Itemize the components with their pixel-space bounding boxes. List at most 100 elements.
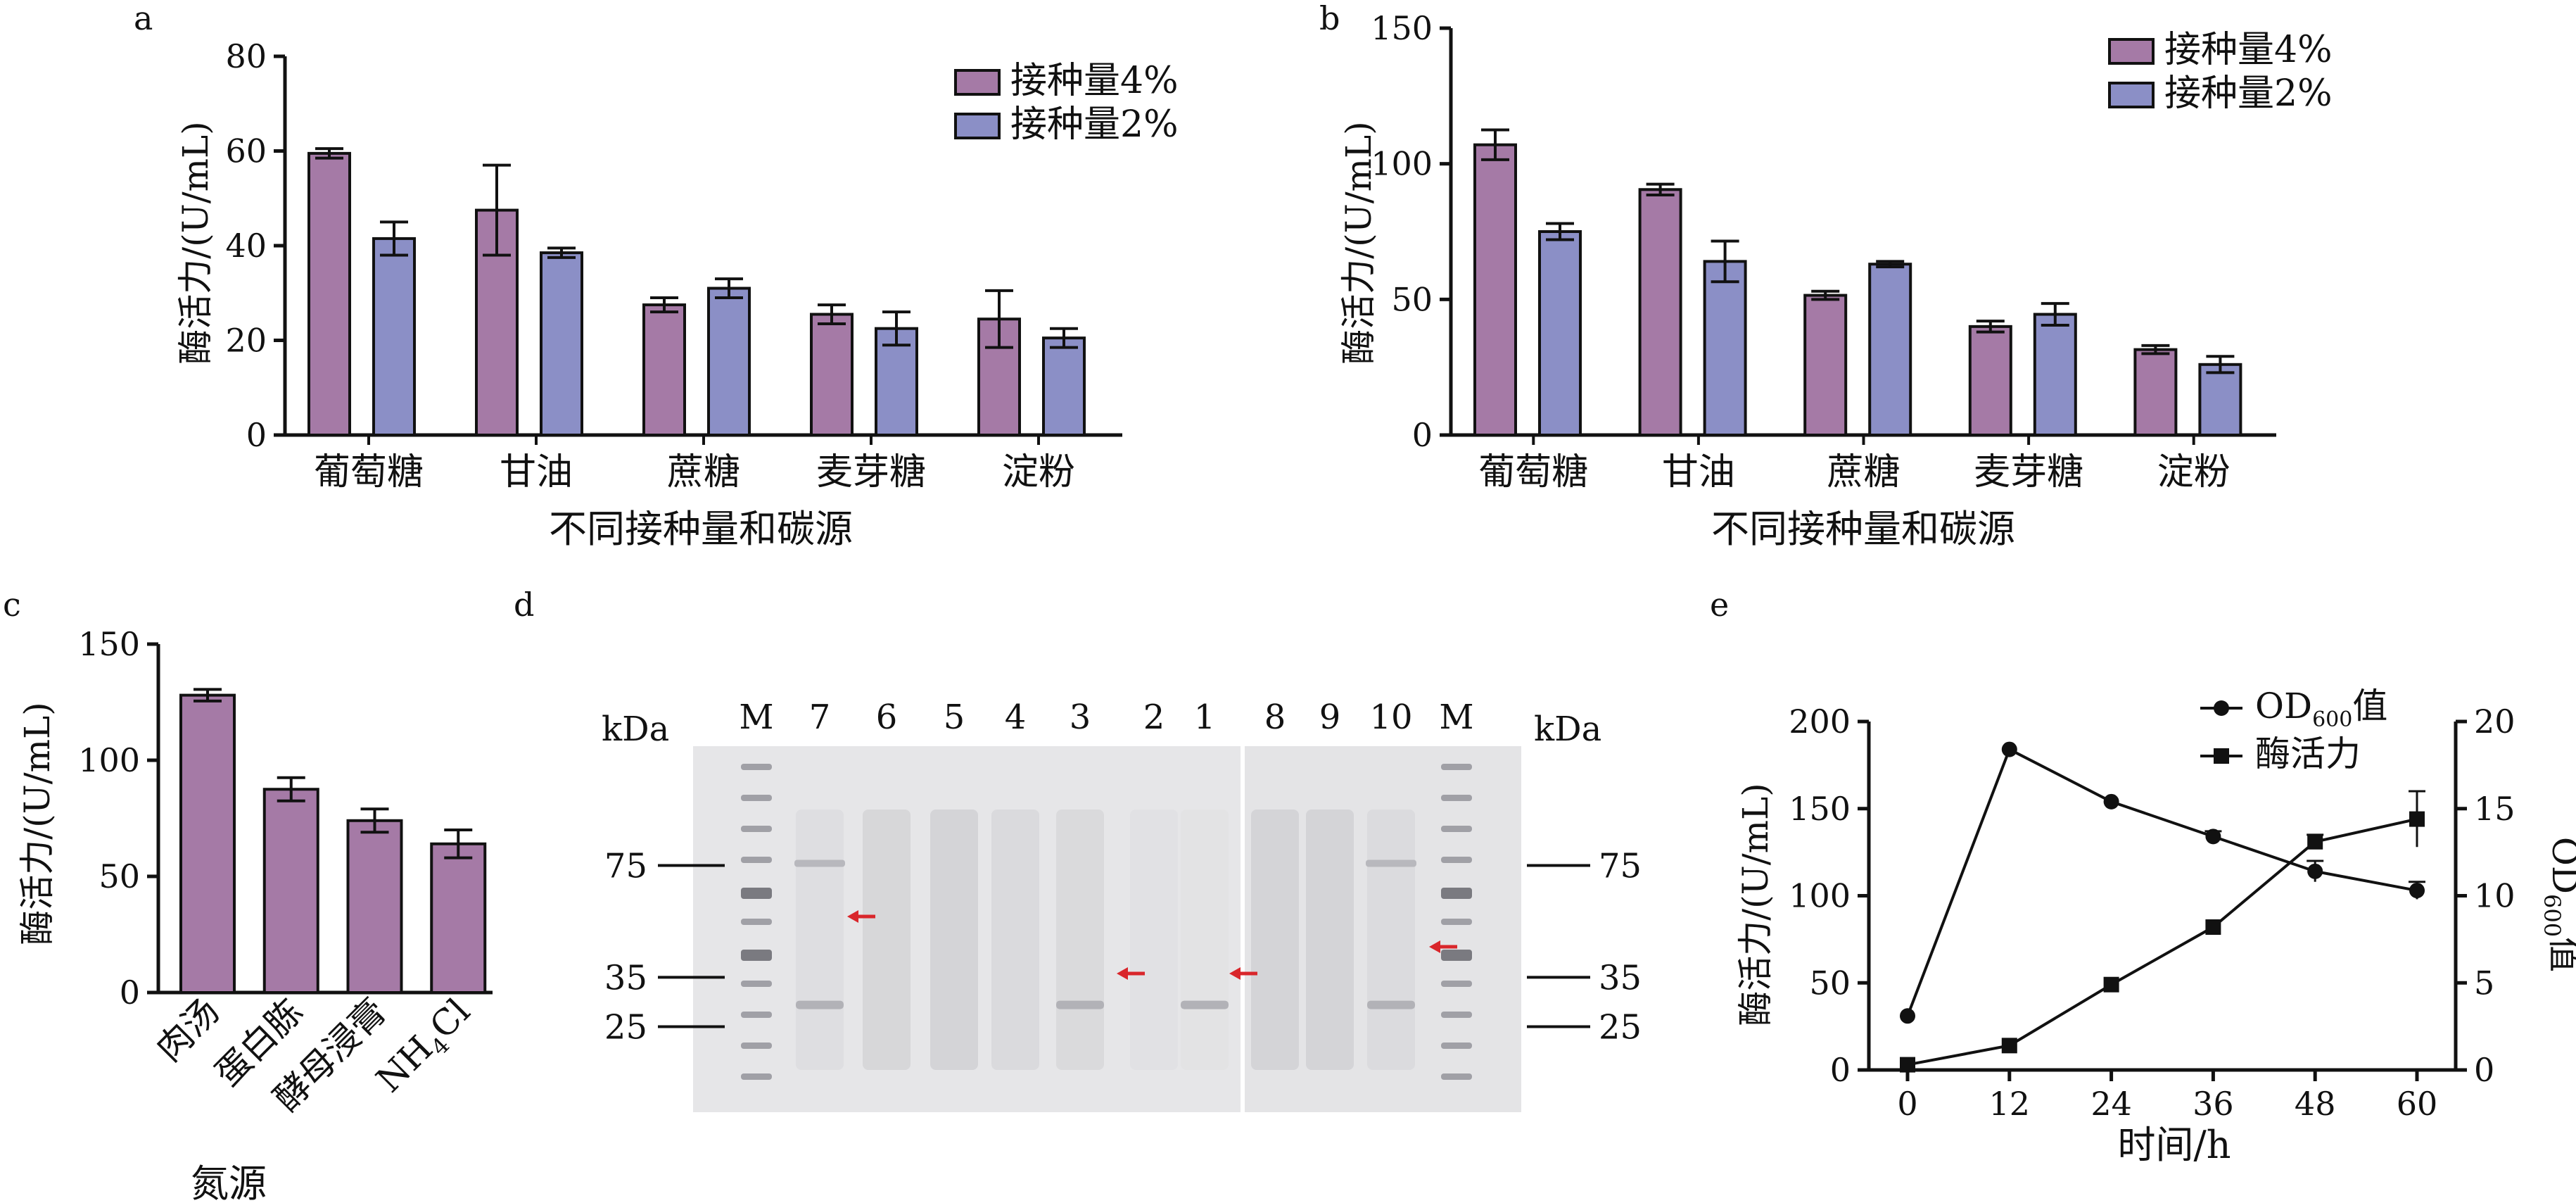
- data-point: [1900, 1008, 1915, 1024]
- x-tick-label: 60: [2397, 1085, 2438, 1123]
- gel-right: [1245, 746, 1521, 1112]
- od-tail: 值: [2544, 937, 2576, 972]
- y-axis-label-right-e: OD600值: [2539, 837, 2576, 972]
- bar: [540, 251, 583, 436]
- legend-label: 接种量2%: [2164, 73, 2333, 115]
- lane-smear: [1367, 810, 1415, 1070]
- ladder-band: [1441, 764, 1472, 770]
- y-tick-label: 0: [120, 974, 140, 1012]
- legend-marker: [2214, 700, 2229, 716]
- plot-area-b: 0 50 100 150 葡萄糖 甘油 蔗糖 麦芽糖 淀粉 接种量4%接种量2%: [1371, 9, 2332, 493]
- panel-label-b: b: [1319, 0, 1340, 37]
- panel-label-a: a: [134, 0, 153, 37]
- ladder-band: [1441, 1073, 1472, 1080]
- ladder-band: [1441, 795, 1472, 801]
- y-tick-label: 50: [1391, 280, 1433, 318]
- bar: [2133, 348, 2178, 436]
- bar: [1473, 143, 1517, 436]
- lane-smear: [1056, 810, 1104, 1070]
- y-axis-label-left-e: 酶活力/(U/mL): [1735, 783, 1776, 1026]
- x-tick-label: 葡萄糖: [1478, 451, 1588, 493]
- bar: [372, 237, 416, 436]
- x-tick-label: 36: [2193, 1085, 2234, 1123]
- bar: [2198, 363, 2242, 437]
- arrow-head: [1429, 940, 1440, 953]
- ladder-band: [1441, 888, 1472, 899]
- x-tick-label: 麦芽糖: [816, 451, 926, 493]
- arrow-head: [1229, 967, 1241, 980]
- ladder-band: [1441, 919, 1472, 925]
- x-tick-label: 淀粉: [2157, 451, 2231, 493]
- bar: [1803, 294, 1848, 437]
- y-tick-label-left: 50: [1809, 964, 1851, 1002]
- data-point: [2103, 793, 2119, 810]
- data-point: [2001, 1038, 2017, 1054]
- lane-smear: [863, 810, 911, 1070]
- arrow-head: [1117, 967, 1128, 980]
- ladder-band: [741, 888, 772, 899]
- y-axis-label-a: 酶活力/(U/mL): [175, 121, 216, 364]
- size-marker-label-left: 35: [604, 958, 647, 997]
- ladder-band: [1441, 857, 1472, 863]
- data-point: [1900, 1057, 1915, 1073]
- ladder-band: [741, 1073, 772, 1080]
- ladder-band: [1441, 950, 1472, 961]
- bar: [307, 151, 351, 437]
- data-point: [2205, 829, 2221, 845]
- bar: [1042, 336, 1086, 437]
- od-sub: 600: [2539, 894, 2565, 937]
- bar: [1538, 230, 1582, 436]
- data-point: [2103, 976, 2119, 993]
- bar: [1638, 188, 1682, 436]
- x-axis-label-b: 不同接种量和碳源: [1711, 507, 2015, 551]
- x-tick-label: 淀粉: [1002, 451, 1075, 493]
- panel-label-e: e: [1710, 586, 1729, 624]
- lane-label: M: [739, 698, 773, 737]
- ladder-band: [741, 857, 772, 863]
- data-point: [2307, 863, 2323, 879]
- legend-label-sub: 600: [2312, 707, 2352, 732]
- plot-area-a: 0 20 40 60 80 葡萄糖 甘油 蔗糖 麦芽糖 淀粉 接种量4%接种量2%: [225, 37, 1178, 493]
- lane-label: 9: [1319, 698, 1341, 737]
- size-marker-label-left: 25: [604, 1008, 647, 1047]
- legend-label-tail: 值: [2352, 686, 2387, 726]
- x-axis-label-e: 时间/h: [2118, 1123, 2231, 1167]
- legend-label: 酶活力: [2255, 733, 2361, 774]
- ladder-band: [741, 764, 772, 770]
- data-point: [2409, 883, 2425, 899]
- x-axis-label-a: 不同接种量和碳源: [549, 507, 853, 551]
- lane-smear: [1306, 810, 1354, 1070]
- legend-label: 接种量4%: [1010, 60, 1179, 102]
- target-band: [1367, 1000, 1415, 1009]
- lane-label: 3: [1070, 698, 1091, 737]
- x-tick-label: 48: [2295, 1085, 2336, 1123]
- lane-smear: [1181, 810, 1229, 1070]
- legend-label-main: OD: [2255, 686, 2312, 726]
- lane-smear: [991, 810, 1039, 1070]
- legend-label-main: 酶活力: [2255, 733, 2361, 774]
- y-tick-label-left: 0: [1830, 1051, 1851, 1089]
- legend-label: 接种量2%: [1010, 103, 1179, 146]
- kda-label-right: kDa: [1534, 710, 1601, 749]
- legend-swatch: [954, 113, 1001, 139]
- x-tick-label: 麦芽糖: [1974, 451, 2083, 493]
- y-tick-label: 150: [78, 625, 140, 663]
- x-tick-label: 蔗糖: [667, 451, 740, 493]
- x-tick-label: 12: [1989, 1085, 2031, 1123]
- bar: [1968, 325, 2012, 436]
- legend-swatch: [2108, 38, 2155, 65]
- data-point: [2307, 833, 2323, 850]
- y-tick-label: 20: [225, 322, 267, 360]
- panel-b: b 酶活力/(U/mL) 不同接种量和碳源 0 50 100 150 葡萄糖 甘油 蔗糖 麦芽…: [1319, 0, 2333, 551]
- ladder-band: [1441, 1012, 1472, 1018]
- y-tick-label-right: 10: [2474, 877, 2515, 915]
- x-tick-label: NH4Cl: [369, 990, 482, 1104]
- y-tick-label: 40: [225, 227, 267, 265]
- bar: [2033, 313, 2077, 436]
- ladder-band: [1441, 981, 1472, 987]
- bar: [430, 842, 487, 995]
- data-point: [2205, 919, 2221, 936]
- bar: [707, 286, 751, 436]
